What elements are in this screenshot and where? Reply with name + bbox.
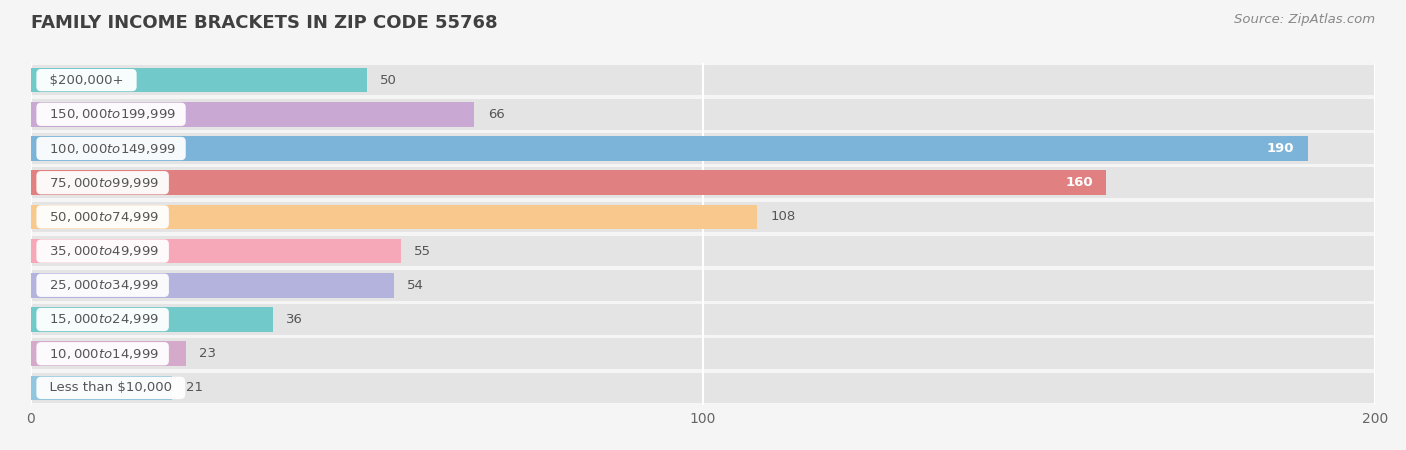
Text: 160: 160 [1066,176,1092,189]
Bar [31,102,474,126]
Text: $75,000 to $99,999: $75,000 to $99,999 [41,176,165,190]
Text: FAMILY INCOME BRACKETS IN ZIP CODE 55768: FAMILY INCOME BRACKETS IN ZIP CODE 55768 [31,14,498,32]
Text: 23: 23 [200,347,217,360]
Bar [31,65,1375,95]
Text: $35,000 to $49,999: $35,000 to $49,999 [41,244,165,258]
Text: 66: 66 [488,108,505,121]
Text: Less than $10,000: Less than $10,000 [41,382,180,394]
Text: $10,000 to $14,999: $10,000 to $14,999 [41,346,165,361]
Bar [31,239,401,263]
Text: 108: 108 [770,211,796,223]
Bar [31,167,1375,198]
Bar [31,133,1375,164]
Text: Source: ZipAtlas.com: Source: ZipAtlas.com [1234,14,1375,27]
Bar [31,236,1375,266]
Bar [31,136,1308,161]
Bar [31,273,394,297]
Text: $15,000 to $24,999: $15,000 to $24,999 [41,312,165,327]
Text: 190: 190 [1267,142,1295,155]
Bar [31,99,1375,130]
Bar [31,307,273,332]
Bar [31,171,1107,195]
Bar [31,202,1375,232]
Bar [31,373,1375,403]
Text: 55: 55 [413,245,432,257]
Text: 50: 50 [381,74,398,86]
Text: $200,000+: $200,000+ [41,74,132,86]
Bar [31,376,172,400]
Text: $150,000 to $199,999: $150,000 to $199,999 [41,107,181,122]
Text: 54: 54 [408,279,425,292]
Bar [31,68,367,92]
Bar [31,338,1375,369]
Text: $50,000 to $74,999: $50,000 to $74,999 [41,210,165,224]
Bar [31,270,1375,301]
Text: 36: 36 [287,313,304,326]
Bar [31,304,1375,335]
Bar [31,205,756,229]
Text: $25,000 to $34,999: $25,000 to $34,999 [41,278,165,293]
Bar [31,342,186,366]
Text: $100,000 to $149,999: $100,000 to $149,999 [41,141,181,156]
Text: 21: 21 [186,382,202,394]
